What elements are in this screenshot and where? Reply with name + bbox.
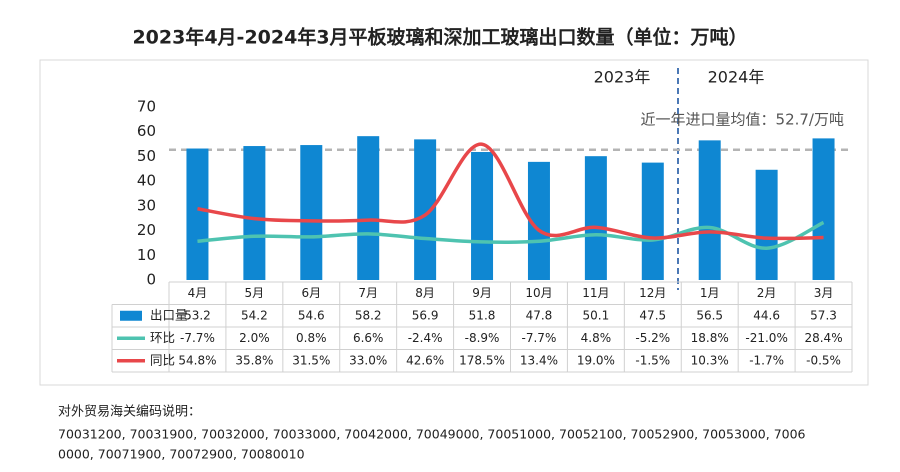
y-tick-label: 40	[137, 172, 156, 190]
note-heading: 对外贸易海关编码说明：	[58, 405, 201, 420]
bar	[812, 138, 835, 280]
line	[197, 142, 824, 241]
x-tick-label: 12月	[639, 286, 666, 300]
table-cell: 28.4%	[804, 331, 842, 345]
table-cell: 50.1	[583, 308, 610, 322]
y-tick-label: 50	[137, 147, 156, 165]
table-cell: 18.8%	[691, 331, 729, 345]
table-cell: 31.5%	[292, 353, 330, 367]
legend-label: 环比	[150, 330, 175, 345]
table-cell: 4.8%	[581, 331, 612, 345]
x-tick-label: 10月	[525, 286, 552, 300]
y-tick-label: 60	[137, 122, 156, 140]
bar	[471, 151, 494, 280]
table-cell: 33.0%	[349, 353, 387, 367]
y-tick-label: 70	[137, 98, 156, 116]
table-cell: 54.6	[298, 308, 325, 322]
table-cell: 56.9	[412, 308, 439, 322]
x-tick-label: 11月	[582, 286, 609, 300]
table-cell: -1.5%	[635, 353, 670, 367]
table-cell: -7.7%	[180, 331, 215, 345]
annotation: 近一年进口量均值：52.7/万吨	[641, 111, 844, 129]
legend-label: 同比	[150, 352, 175, 367]
bar	[698, 140, 721, 280]
table-cell: 42.6%	[406, 353, 444, 367]
table-cell: -7.7%	[522, 331, 557, 345]
annotation: 2023年	[594, 68, 651, 87]
table-cell: -0.5%	[806, 353, 841, 367]
table-cell: 47.5	[639, 308, 666, 322]
annotation: 2024年	[708, 68, 765, 87]
x-tick-label: 9月	[472, 286, 492, 300]
bar	[186, 148, 209, 280]
bar	[584, 156, 607, 280]
table-cell: 54.2	[241, 308, 268, 322]
table-cell: 44.6	[753, 308, 780, 322]
table-cell: 54.8%	[178, 353, 216, 367]
note-line: 0000, 70071900, 70072900, 70080010	[58, 447, 305, 462]
table-cell: 0.8%	[296, 331, 327, 345]
note-line: 70031200, 70031900, 70032000, 70033000, …	[58, 427, 806, 442]
x-tick-label: 3月	[814, 286, 834, 300]
x-tick-label: 8月	[415, 286, 435, 300]
legend-swatch	[120, 310, 142, 321]
bar	[357, 136, 380, 280]
bar	[300, 145, 323, 280]
y-tick-label: 30	[137, 196, 156, 214]
x-tick-label: 7月	[358, 286, 378, 300]
table-cell: 35.8%	[235, 353, 273, 367]
table-cell: 53.2	[184, 308, 211, 322]
table-cell: 56.5	[696, 308, 723, 322]
x-tick-label: 6月	[301, 286, 321, 300]
table-cell: 178.5%	[459, 353, 505, 367]
table-cell: -1.7%	[749, 353, 784, 367]
x-tick-label: 1月	[700, 286, 720, 300]
table-cell: 13.4%	[520, 353, 558, 367]
table-cell: 6.6%	[353, 331, 384, 345]
y-tick-label: 20	[137, 221, 156, 239]
chart-title: 2023年4月-2024年3月平板玻璃和深加工玻璃出口数量（单位：万吨）	[132, 26, 747, 49]
bar	[243, 146, 266, 280]
table-cell: 58.2	[355, 308, 382, 322]
table-cell: 19.0%	[577, 353, 615, 367]
x-tick-label: 2月	[757, 286, 777, 300]
legend-label: 出口量	[150, 307, 188, 322]
y-tick-label: 0	[146, 271, 156, 289]
table-cell: 47.8	[526, 308, 553, 322]
table-cell: -8.9%	[465, 331, 500, 345]
table-cell: -2.4%	[408, 331, 443, 345]
table-cell: 10.3%	[691, 353, 729, 367]
bar	[755, 169, 778, 280]
bar	[527, 161, 550, 280]
table-cell: 2.0%	[239, 331, 270, 345]
table-cell: 57.3	[810, 308, 837, 322]
bar	[641, 162, 664, 280]
table-cell: -5.2%	[635, 331, 670, 345]
x-tick-label: 4月	[188, 286, 208, 300]
table-cell: -21.0%	[745, 331, 787, 345]
y-tick-label: 10	[137, 246, 156, 264]
table-cell: 51.8	[469, 308, 496, 322]
bar	[414, 139, 437, 280]
x-tick-label: 5月	[245, 286, 265, 300]
